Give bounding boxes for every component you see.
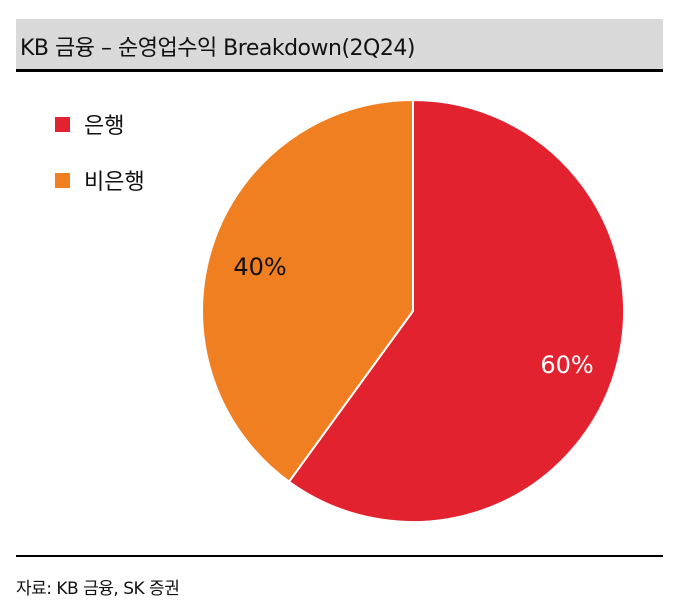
pie-slice-nonbank <box>201 98 414 484</box>
legend-swatch-nonbank <box>55 172 70 188</box>
legend-item-nonbank: 비은행 <box>55 166 145 195</box>
chart-title-bar: KB 금융 – 순영업수익 Breakdown(2Q24) <box>16 19 663 72</box>
pie-slice-bank <box>287 98 625 523</box>
legend-label-bank: 은행 <box>84 114 125 139</box>
legend-swatch-bank <box>55 116 70 132</box>
legend-label-nonbank: 비은행 <box>84 170 145 195</box>
legend-item-bank: 은행 <box>55 110 145 139</box>
pie-label-bank: 60% <box>540 351 593 379</box>
footer-divider <box>16 555 663 557</box>
chart-title: KB 금융 – 순영업수익 Breakdown(2Q24) <box>20 36 415 61</box>
legend: 은행 비은행 <box>55 110 145 222</box>
pie-label-nonbank: 40% <box>233 253 286 281</box>
source-note: 자료: KB 금융, SK 증권 <box>16 579 180 599</box>
